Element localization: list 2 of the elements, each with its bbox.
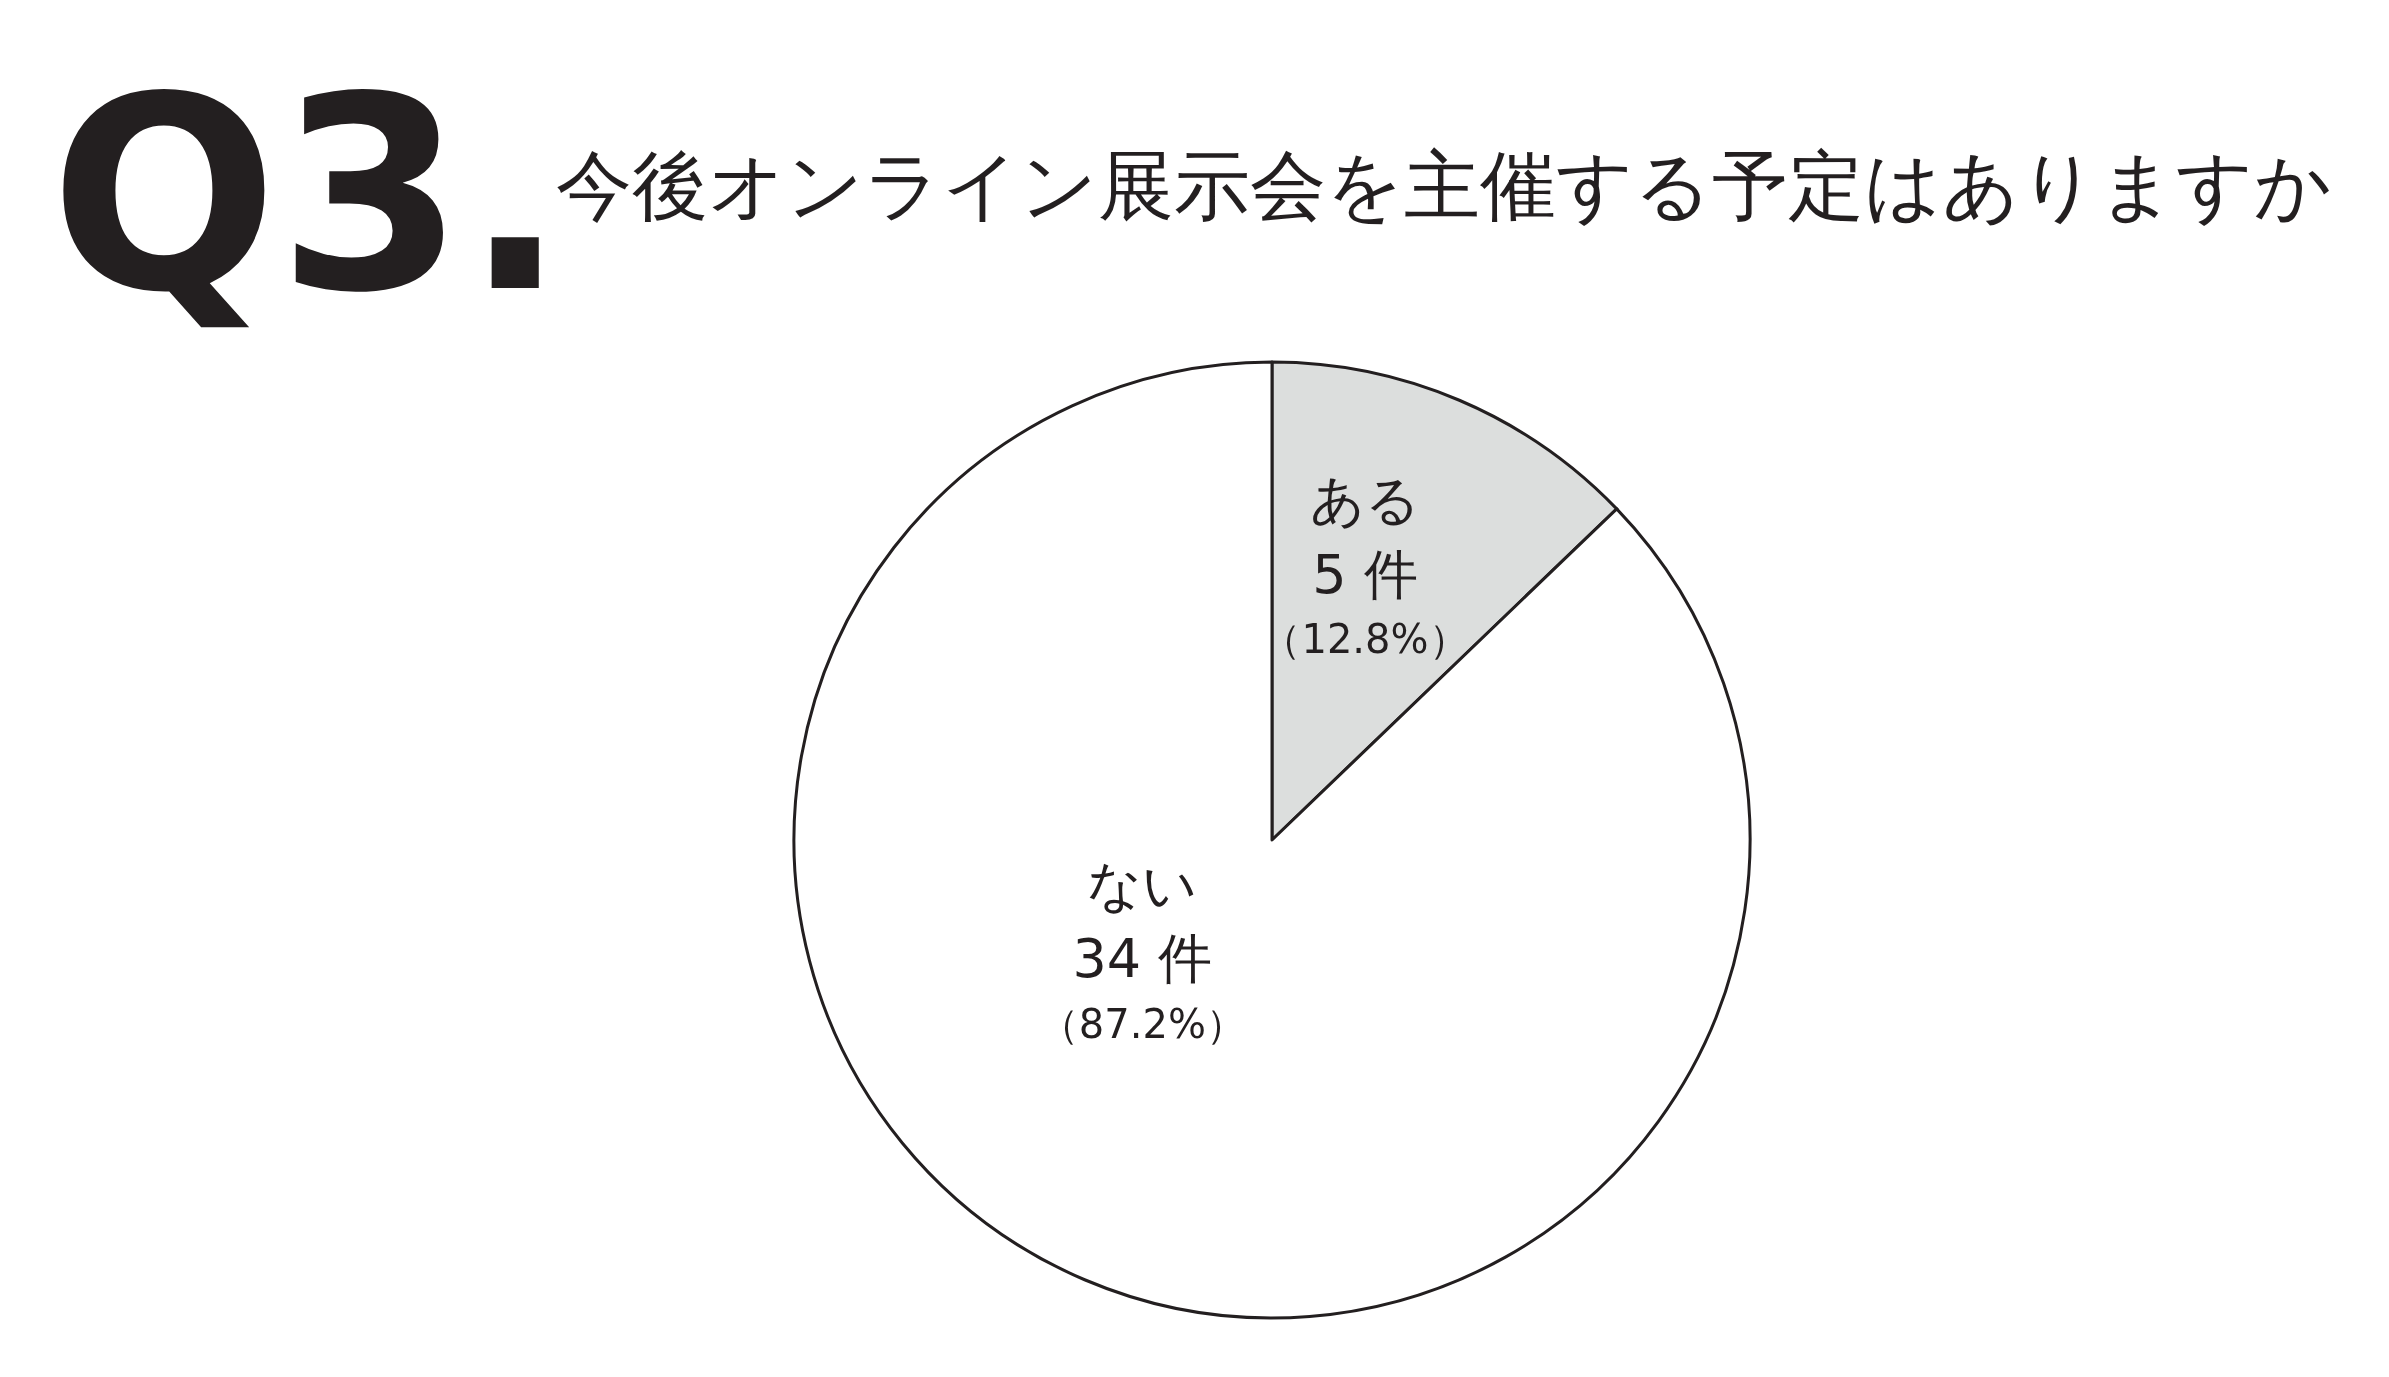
annotation: （87.2%） <box>1038 1000 1246 1047</box>
annotation: （12.8%） <box>1261 616 1469 662</box>
